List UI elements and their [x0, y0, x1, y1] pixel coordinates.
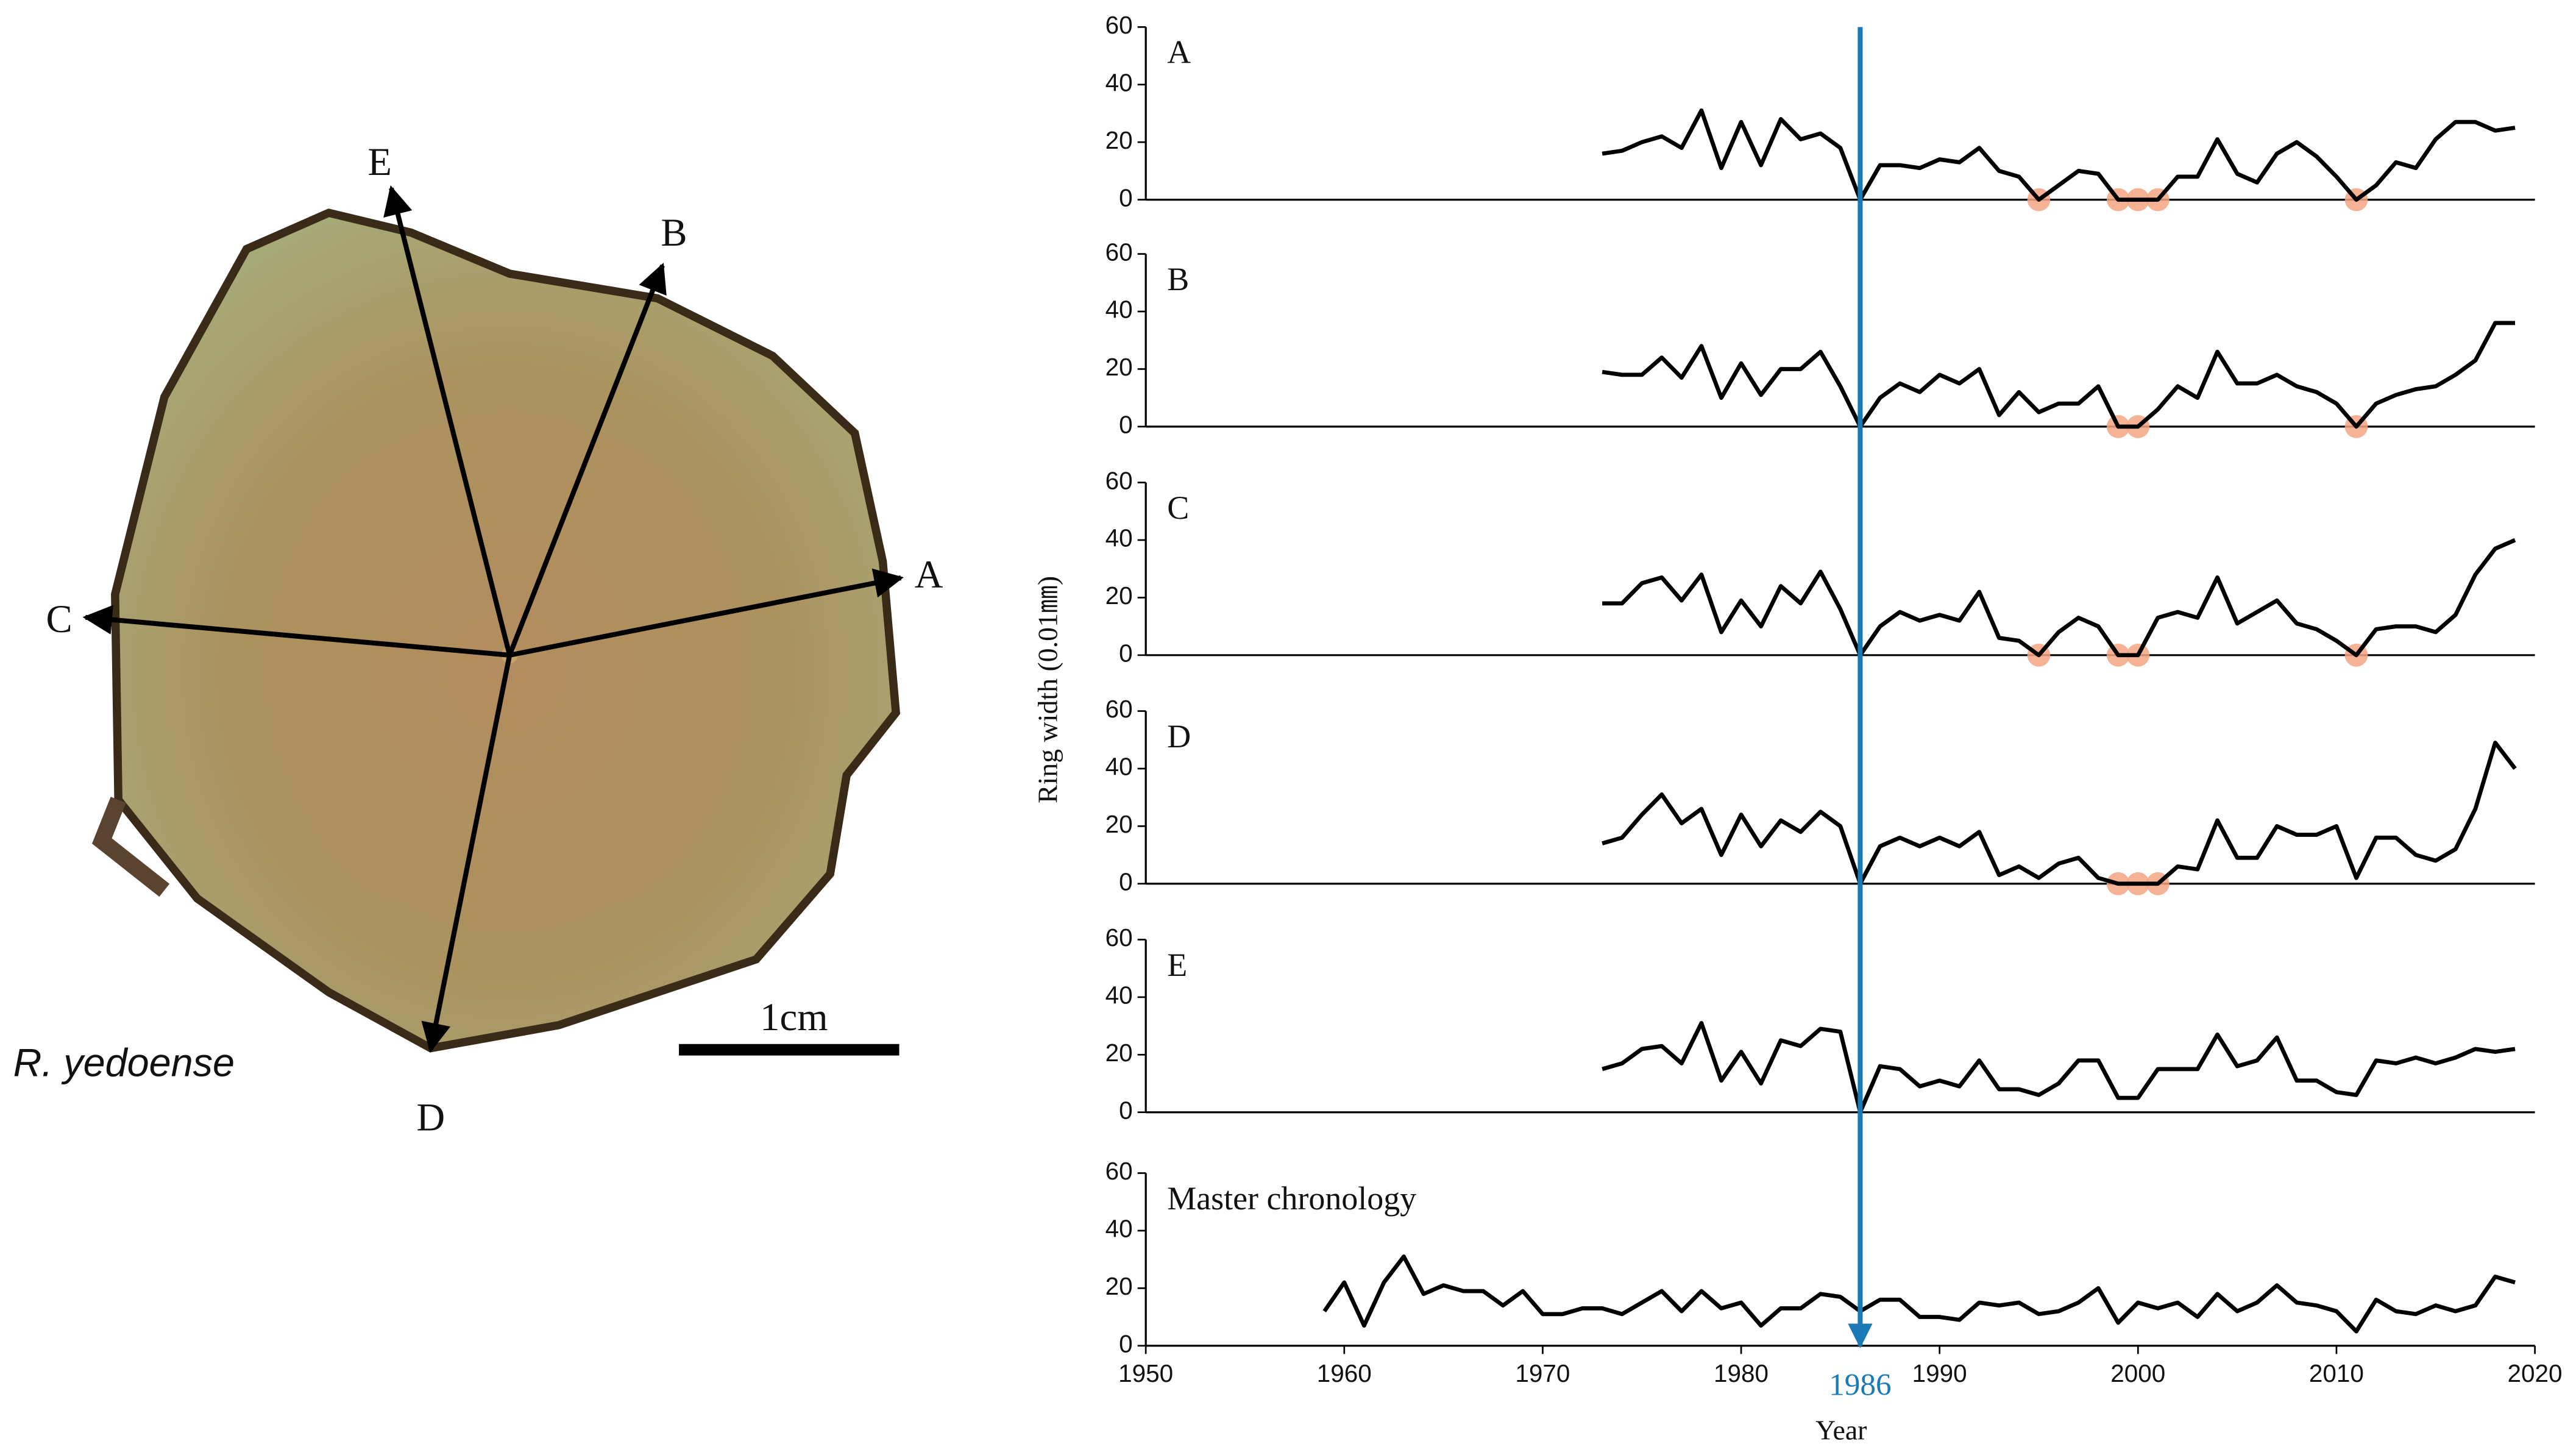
y-tick-label: 60	[1105, 238, 1133, 266]
y-tick-label: 20	[1105, 810, 1133, 838]
panel-label: A	[1167, 34, 1191, 71]
radius-label: E	[367, 140, 392, 184]
panel-label: Master chronology	[1167, 1180, 1416, 1217]
radius-arrow	[509, 568, 904, 658]
radius-label: C	[46, 597, 73, 641]
y-axis-title: Ring width (0.01㎜)	[1032, 576, 1063, 803]
ring-width-line	[1322, 1254, 2516, 1334]
y-tick-label: 60	[1105, 11, 1133, 39]
y-tick-label: 0	[1119, 411, 1133, 439]
panel-label: C	[1167, 489, 1189, 526]
ring-width-line	[1602, 538, 2516, 658]
y-tick-label: 20	[1105, 582, 1133, 610]
x-axis-title: Year	[1815, 1415, 1867, 1446]
ring-width-line	[1602, 108, 2516, 202]
ring-width-line	[1602, 741, 2517, 886]
y-tick-label: 20	[1105, 1272, 1133, 1300]
y-tick-label: 60	[1105, 1157, 1133, 1185]
ring-width-line	[1602, 321, 2516, 429]
radius-arrow	[421, 655, 513, 1053]
y-tick-label: 20	[1105, 126, 1133, 154]
x-tick-label: 1970	[1515, 1359, 1570, 1387]
y-tick-label: 0	[1119, 867, 1133, 895]
x-tick-label: 1950	[1118, 1359, 1173, 1387]
x-tick-label: 1980	[1714, 1359, 1769, 1387]
y-tick-label: 40	[1105, 981, 1133, 1009]
y-tick-label: 0	[1119, 1329, 1133, 1357]
y-tick-label: 40	[1105, 296, 1133, 324]
y-tick-label: 40	[1105, 1215, 1133, 1243]
y-tick-label: 40	[1105, 524, 1133, 552]
radius-arrow	[507, 262, 667, 656]
x-tick-label: 2000	[2110, 1359, 2165, 1387]
species-label: R. yedoense	[13, 1040, 235, 1084]
y-tick-label: 60	[1105, 923, 1133, 952]
x-tick-label: 2010	[2309, 1359, 2364, 1387]
scale-label: 1cm	[760, 995, 828, 1039]
y-tick-label: 60	[1105, 466, 1133, 494]
panel-label: E	[1167, 947, 1187, 983]
panel-label: D	[1167, 718, 1191, 755]
wood-section: A B C D E 1cm R. yedoense	[13, 140, 943, 1139]
panel-label: B	[1167, 261, 1189, 297]
y-tick-label: 0	[1119, 183, 1133, 212]
y-tick-label: 60	[1105, 695, 1133, 723]
bark	[91, 797, 170, 897]
radius-label: B	[661, 211, 687, 255]
radius-label: D	[416, 1095, 445, 1139]
y-tick-label: 40	[1105, 68, 1133, 96]
x-tick-label: 1960	[1317, 1359, 1372, 1387]
y-tick-label: 0	[1119, 639, 1133, 667]
y-tick-label: 20	[1105, 1039, 1133, 1067]
y-tick-label: 20	[1105, 353, 1133, 381]
x-tick-label: 2020	[2508, 1359, 2563, 1387]
y-tick-label: 0	[1119, 1096, 1133, 1124]
x-tick-label: 1990	[1912, 1359, 1967, 1387]
y-tick-label: 40	[1105, 753, 1133, 781]
ring-width-line	[1602, 1021, 2516, 1115]
radius-arrow	[82, 605, 510, 658]
radius-label: A	[915, 553, 943, 597]
radius-arrow	[383, 185, 513, 656]
highlight-label: 1986	[1829, 1368, 1891, 1403]
